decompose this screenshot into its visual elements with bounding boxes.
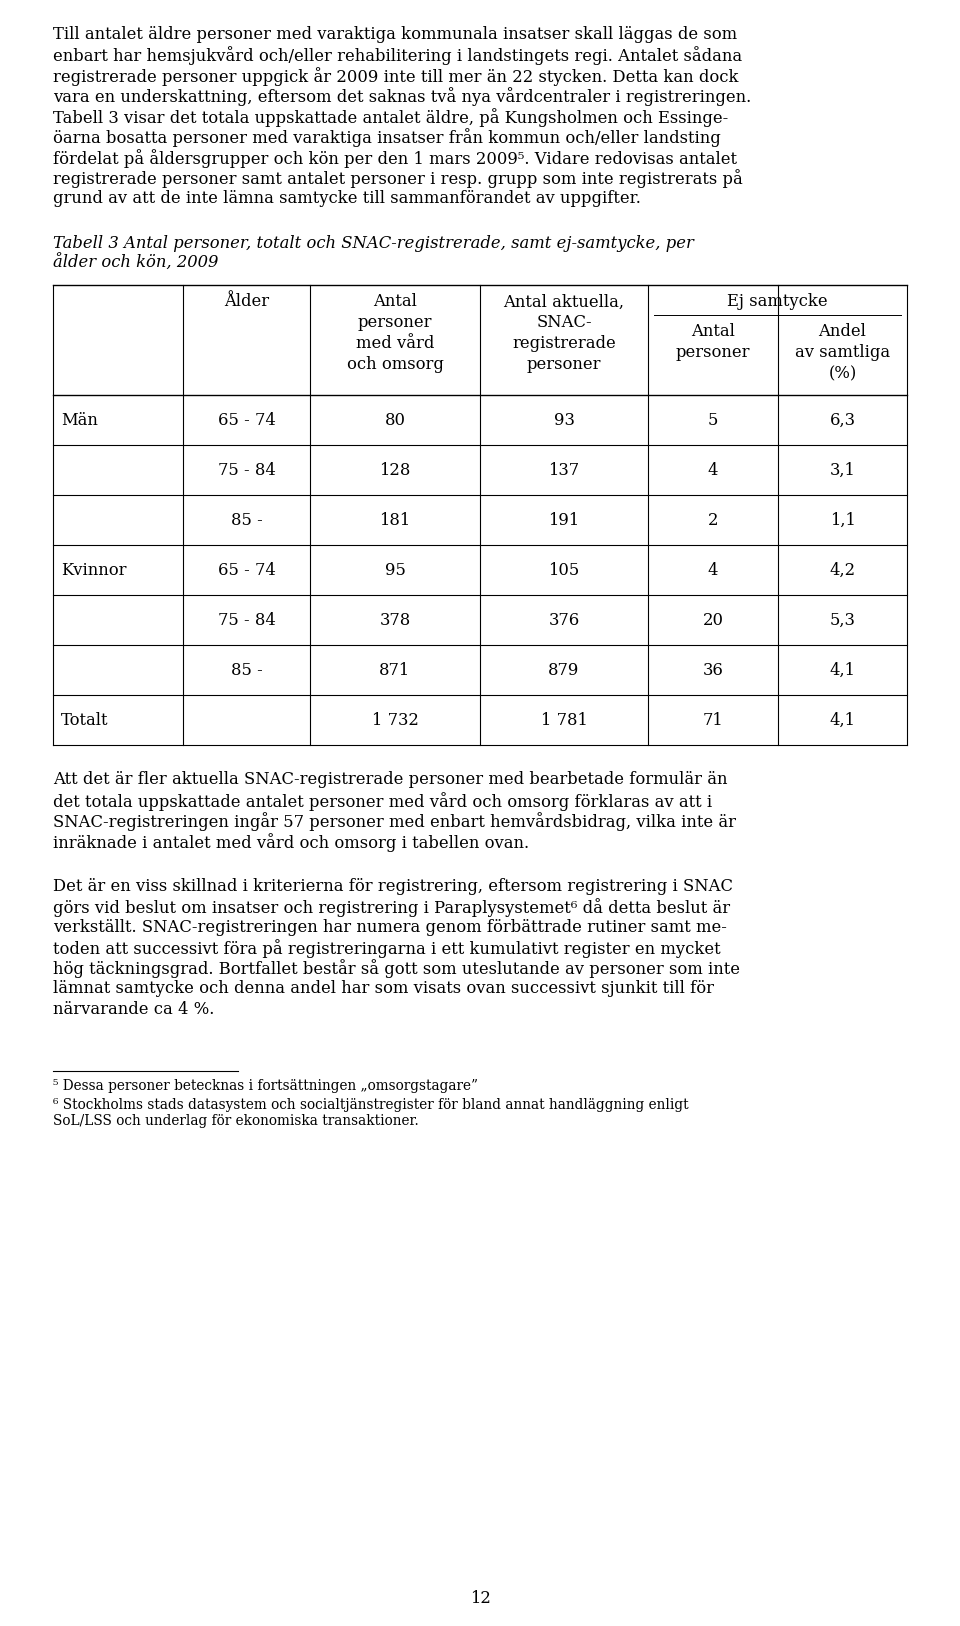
Text: 4,1: 4,1 xyxy=(829,662,855,680)
Text: Antal
personer
med vård
och omsorg: Antal personer med vård och omsorg xyxy=(347,294,444,374)
Text: Andel
av samtliga
(%): Andel av samtliga (%) xyxy=(795,324,890,382)
Text: 376: 376 xyxy=(548,611,580,629)
Text: Tabell 3 visar det totala uppskattade antalet äldre, på Kungsholmen och Essinge-: Tabell 3 visar det totala uppskattade an… xyxy=(53,107,729,127)
Text: Tabell 3 Antal personer, totalt och SNAC-registrerade, samt ej-samtycke, per: Tabell 3 Antal personer, totalt och SNAC… xyxy=(53,234,694,252)
Text: 5: 5 xyxy=(708,411,718,429)
Text: 20: 20 xyxy=(703,611,724,629)
Text: Ej samtycke: Ej samtycke xyxy=(727,294,828,311)
Text: 5,3: 5,3 xyxy=(829,611,855,629)
Text: SoL/LSS och underlag för ekonomiska transaktioner.: SoL/LSS och underlag för ekonomiska tran… xyxy=(53,1114,419,1128)
Text: ålder och kön, 2009: ålder och kön, 2009 xyxy=(53,255,218,272)
Text: Ålder: Ålder xyxy=(224,294,269,311)
Text: vara en underskattning, eftersom det saknas två nya vårdcentraler i registrering: vara en underskattning, eftersom det sak… xyxy=(53,88,752,106)
Text: ⁵ Dessa personer betecknas i fortsättningen „omsorgstagare”: ⁵ Dessa personer betecknas i fortsättnin… xyxy=(53,1080,478,1093)
Text: 128: 128 xyxy=(379,462,411,480)
Text: 6,3: 6,3 xyxy=(829,411,855,429)
Text: 4,1: 4,1 xyxy=(829,712,855,728)
Text: 1 732: 1 732 xyxy=(372,712,419,728)
Text: 181: 181 xyxy=(379,512,411,528)
Text: 2: 2 xyxy=(708,512,718,528)
Text: 85 -: 85 - xyxy=(230,512,262,528)
Text: 85 -: 85 - xyxy=(230,662,262,680)
Text: 4: 4 xyxy=(708,462,718,480)
Text: registrerade personer uppgick år 2009 inte till mer än 22 stycken. Detta kan doc: registrerade personer uppgick år 2009 in… xyxy=(53,67,738,86)
Text: Att det är fler aktuella SNAC-registrerade personer med bearbetade formulär än: Att det är fler aktuella SNAC-registrera… xyxy=(53,771,728,789)
Text: 65 - 74: 65 - 74 xyxy=(218,563,276,579)
Text: SNAC-registreringen ingår 57 personer med enbart hemvårdsbidrag, vilka inte är: SNAC-registreringen ingår 57 personer me… xyxy=(53,813,736,831)
Text: görs vid beslut om insatser och registrering i Paraplysystemet⁶ då detta beslut : görs vid beslut om insatser och registre… xyxy=(53,898,731,917)
Text: Det är en viss skillnad i kriterierna för registrering, eftersom registrering i : Det är en viss skillnad i kriterierna fö… xyxy=(53,878,733,894)
Text: 75 - 84: 75 - 84 xyxy=(218,462,276,480)
Text: inräknade i antalet med vård och omsorg i tabellen ovan.: inräknade i antalet med vård och omsorg … xyxy=(53,833,529,852)
Text: 80: 80 xyxy=(385,411,405,429)
Text: lämnat samtycke och denna andel har som visats ovan successivt sjunkit till för: lämnat samtycke och denna andel har som … xyxy=(53,980,714,997)
Text: närvarande ca 4 %.: närvarande ca 4 %. xyxy=(53,1000,214,1018)
Text: Antal aktuella,
SNAC-
registrerade
personer: Antal aktuella, SNAC- registrerade perso… xyxy=(503,294,625,374)
Text: 871: 871 xyxy=(379,662,411,680)
Text: toden att successivt föra på registreringarna i ett kumulativt register en mycke: toden att successivt föra på registrerin… xyxy=(53,938,721,958)
Text: 95: 95 xyxy=(385,563,405,579)
Text: 12: 12 xyxy=(469,1590,491,1606)
Text: ⁶ Stockholms stads datasystem och socialtjänstregister för bland annat handläggn: ⁶ Stockholms stads datasystem och social… xyxy=(53,1098,688,1112)
Text: öarna bosatta personer med varaktiga insatser från kommun och/eller landsting: öarna bosatta personer med varaktiga ins… xyxy=(53,128,721,148)
Text: Män: Män xyxy=(61,411,98,429)
Text: 36: 36 xyxy=(703,662,724,680)
Text: 378: 378 xyxy=(379,611,411,629)
Text: 75 - 84: 75 - 84 xyxy=(218,611,276,629)
Text: 879: 879 xyxy=(548,662,580,680)
Text: Totalt: Totalt xyxy=(61,712,108,728)
Text: Kvinnor: Kvinnor xyxy=(61,563,127,579)
Text: 3,1: 3,1 xyxy=(829,462,855,480)
Text: grund av att de inte lämna samtycke till sammanförandet av uppgifter.: grund av att de inte lämna samtycke till… xyxy=(53,190,641,207)
Text: 4,2: 4,2 xyxy=(829,563,855,579)
Text: det totala uppskattade antalet personer med vård och omsorg förklaras av att i: det totala uppskattade antalet personer … xyxy=(53,792,712,811)
Text: hög täckningsgrad. Bortfallet består så gott som uteslutande av personer som int: hög täckningsgrad. Bortfallet består så … xyxy=(53,959,740,979)
Text: 137: 137 xyxy=(548,462,580,480)
Text: fördelat på åldersgrupper och kön per den 1 mars 2009⁵. Vidare redovisas antalet: fördelat på åldersgrupper och kön per de… xyxy=(53,150,737,167)
Text: 105: 105 xyxy=(548,563,580,579)
Text: 93: 93 xyxy=(554,411,574,429)
Text: 71: 71 xyxy=(703,712,724,728)
Text: Antal
personer: Antal personer xyxy=(676,324,751,361)
Text: registrerade personer samt antalet personer i resp. grupp som inte registrerats : registrerade personer samt antalet perso… xyxy=(53,169,743,189)
Text: 191: 191 xyxy=(548,512,580,528)
Text: 65 - 74: 65 - 74 xyxy=(218,411,276,429)
Text: enbart har hemsjukvård och/eller rehabilitering i landstingets regi. Antalet såd: enbart har hemsjukvård och/eller rehabil… xyxy=(53,47,742,65)
Text: 4: 4 xyxy=(708,563,718,579)
Text: Till antalet äldre personer med varaktiga kommunala insatser skall läggas de som: Till antalet äldre personer med varaktig… xyxy=(53,26,737,42)
Text: verkställt. SNAC-registreringen har numera genom förbättrade rutiner samt me-: verkställt. SNAC-registreringen har nume… xyxy=(53,919,727,935)
Text: 1 781: 1 781 xyxy=(540,712,588,728)
Text: 1,1: 1,1 xyxy=(829,512,855,528)
